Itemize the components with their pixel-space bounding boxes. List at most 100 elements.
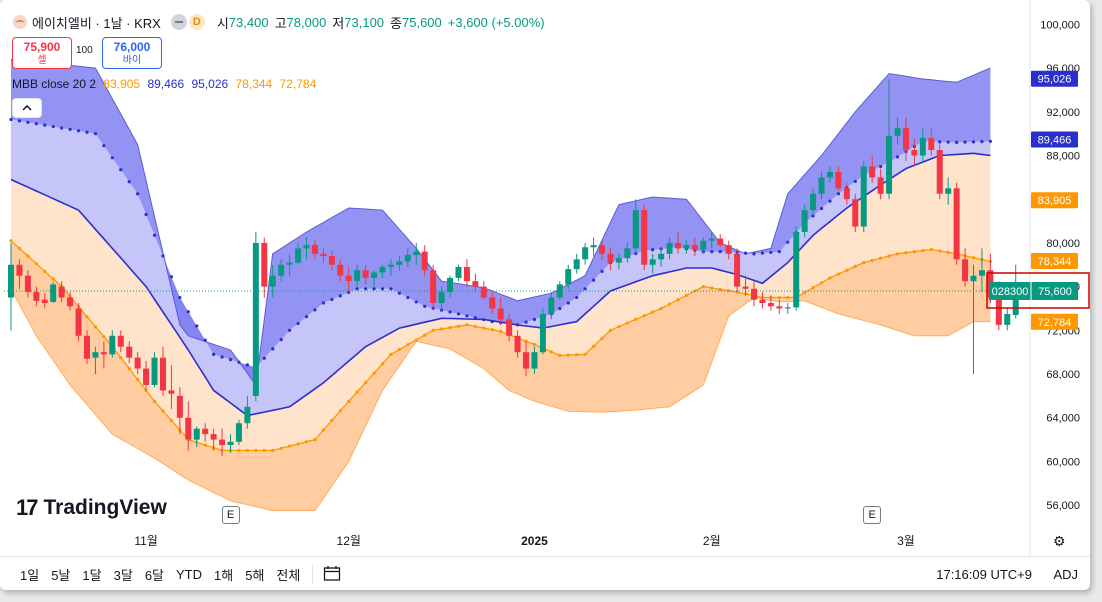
candle-body xyxy=(404,254,411,262)
band-dot-upper1 xyxy=(186,310,190,314)
band-dot-upper1 xyxy=(651,248,655,252)
candle-body xyxy=(632,210,639,249)
clock-time[interactable]: 17:16:09 UTC+9 xyxy=(936,566,1032,582)
candle xyxy=(117,330,124,353)
open-label: 시 xyxy=(216,15,229,31)
band-dot-upper1 xyxy=(321,301,325,305)
band-dot-upper1 xyxy=(245,363,250,367)
band-dot-upper1 xyxy=(980,139,984,144)
symbol-title[interactable]: 에이치엘비 · 1날 · KRX xyxy=(32,15,161,31)
candle-body xyxy=(455,266,462,278)
band-dot-lower1 xyxy=(51,277,55,281)
candle-body xyxy=(320,253,327,257)
buy-price: 76,000 xyxy=(113,40,151,54)
range-6m[interactable]: 6달 xyxy=(144,567,165,583)
price-tick-label: 64,000 xyxy=(1046,413,1080,425)
candle xyxy=(311,239,318,260)
band-dot-lower1 xyxy=(254,448,258,453)
earnings-marker[interactable]: E xyxy=(221,506,240,524)
sell-button[interactable]: 75,900 셀 xyxy=(12,37,72,69)
band-dot-upper1 xyxy=(355,287,359,291)
band-dot-upper1 xyxy=(17,119,22,123)
price-label-bg xyxy=(1031,131,1078,148)
candle xyxy=(328,250,335,271)
candle xyxy=(573,253,580,274)
band-dot-lower1 xyxy=(718,287,722,291)
candle xyxy=(227,434,234,453)
current-price-bg xyxy=(989,281,1078,300)
candle-body xyxy=(379,266,386,273)
band-dot-lower1 xyxy=(245,448,250,453)
candle xyxy=(556,281,563,300)
candle xyxy=(480,281,487,300)
candle xyxy=(354,264,361,287)
range-ytd[interactable]: YTD xyxy=(176,566,203,582)
price-label: 72,784 xyxy=(1031,313,1078,330)
band-dot-lower1 xyxy=(946,250,950,254)
range-1y[interactable]: 1해 xyxy=(214,567,234,583)
range-3m[interactable]: 3달 xyxy=(113,567,133,583)
candle xyxy=(92,346,99,375)
range-all[interactable]: 전체 xyxy=(276,567,301,583)
band-dot-lower1 xyxy=(591,344,596,348)
band-dot-upper1 xyxy=(68,127,72,131)
candle xyxy=(396,256,403,271)
indicator-legend[interactable]: MBB close 20 2 83,905 89,466 95,026 78,3… xyxy=(12,77,320,91)
candle xyxy=(869,155,876,183)
range-1m[interactable]: 1달 xyxy=(82,567,102,583)
candle-body xyxy=(83,335,90,359)
candle-body xyxy=(911,150,918,156)
go-to-date-icon[interactable] xyxy=(312,565,345,583)
band-dot-lower1 xyxy=(642,314,646,318)
candle-body xyxy=(311,245,318,254)
candle xyxy=(455,264,462,282)
high-value: 78,000 xyxy=(286,14,327,30)
candle-body xyxy=(362,270,369,278)
band-dot-upper1 xyxy=(51,124,55,129)
band-dot-upper1 xyxy=(575,295,579,300)
collapse-legend-button[interactable] xyxy=(12,98,42,118)
candle-body xyxy=(278,264,285,276)
band-dot-lower1 xyxy=(448,325,452,330)
axis-settings-icon[interactable]: ⚙ xyxy=(1053,533,1066,549)
buy-button[interactable]: 76,000 바이 xyxy=(102,37,162,69)
candle-body xyxy=(134,357,141,369)
candle-body xyxy=(489,297,496,309)
candle-body xyxy=(185,417,192,440)
band-dot-lower1 xyxy=(499,329,503,334)
range-1d[interactable]: 1일 xyxy=(20,567,40,583)
adjust-toggle[interactable]: ADJ xyxy=(1053,566,1078,582)
time-axis[interactable]: 11월 12월 2025 2월 3월 xyxy=(134,534,914,548)
candle-body xyxy=(742,286,749,289)
band-dot-lower1 xyxy=(119,356,123,360)
candle-body xyxy=(1004,313,1011,325)
candle xyxy=(615,253,622,270)
band-dot-lower1 xyxy=(203,443,207,447)
candle xyxy=(143,360,150,391)
band-dot-upper1 xyxy=(43,123,47,127)
tradingview-logo[interactable]: 17 TradingView xyxy=(16,495,167,521)
sell-price: 75,900 xyxy=(23,40,61,54)
range-5y[interactable]: 5해 xyxy=(245,567,265,583)
candle xyxy=(193,426,200,448)
candle-body xyxy=(75,308,82,336)
candle xyxy=(210,428,217,451)
candle xyxy=(691,237,698,257)
band-dot-lower1 xyxy=(684,293,689,297)
price-chart[interactable]: 100,00096,00092,00088,00080,00076,00072,… xyxy=(0,0,1090,556)
band-dot-upper1 xyxy=(955,140,959,144)
candle xyxy=(742,275,749,296)
band-dot-upper1 xyxy=(347,290,351,294)
candle xyxy=(649,253,656,274)
band-dot-lower1 xyxy=(102,335,106,339)
candle-body xyxy=(438,292,445,304)
candle xyxy=(801,204,808,238)
band-dot-upper1 xyxy=(558,306,562,311)
band-dot-lower1 xyxy=(439,327,444,331)
band-dot-lower1 xyxy=(43,269,47,273)
earnings-marker[interactable]: E xyxy=(863,506,882,524)
range-5d[interactable]: 5날 xyxy=(51,567,71,583)
candle xyxy=(725,240,732,260)
candle xyxy=(134,352,141,375)
candle-body xyxy=(919,138,926,156)
